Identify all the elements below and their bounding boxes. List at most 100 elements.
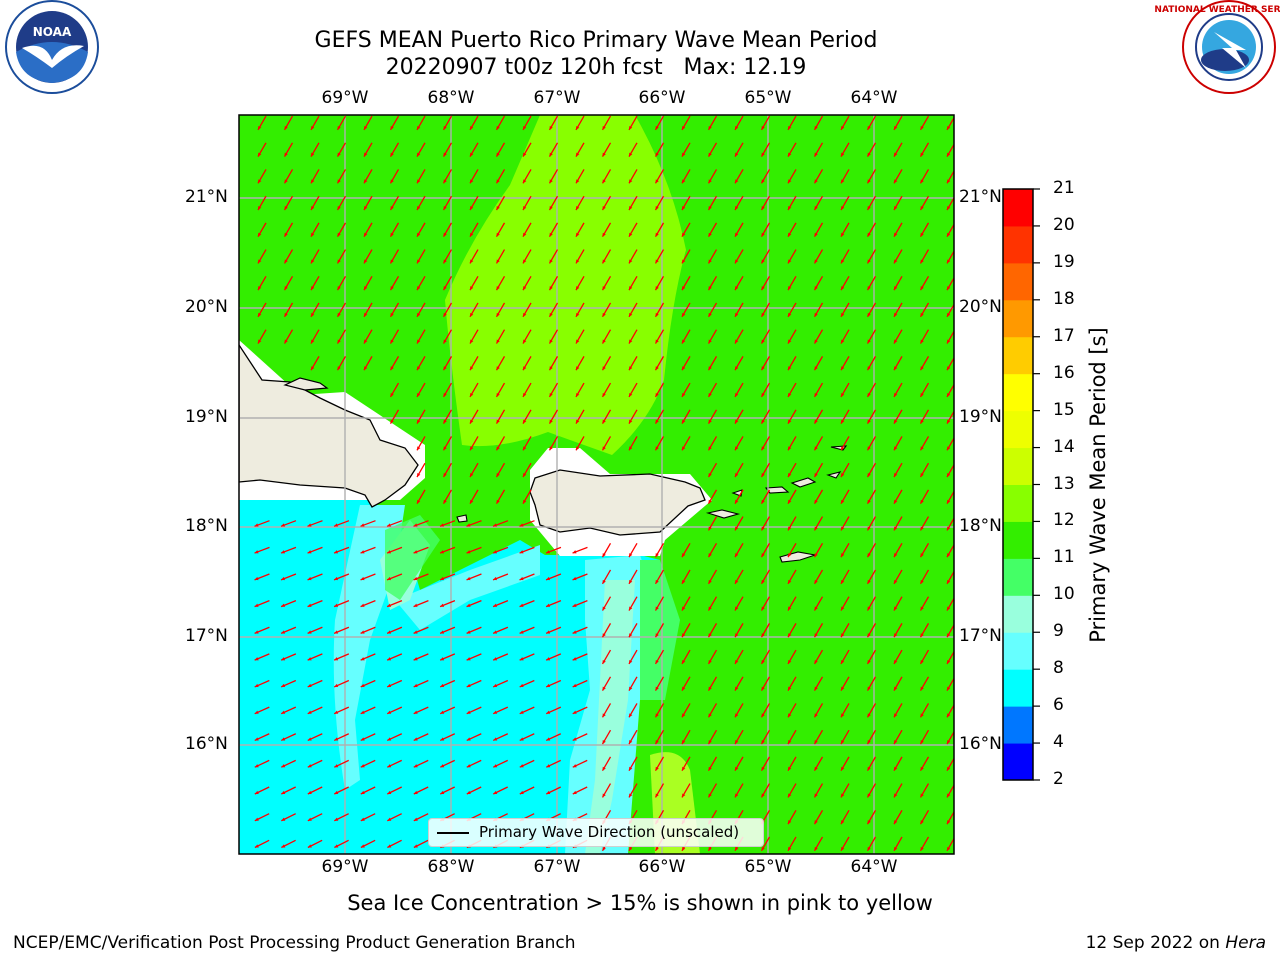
wave-arrow <box>492 706 509 715</box>
colorbar-band <box>1003 484 1033 522</box>
wave-arrow <box>601 409 612 424</box>
colorbar-band <box>1003 743 1033 781</box>
wave-arrow <box>893 569 903 585</box>
wave-arrow <box>363 115 373 131</box>
wave-arrow <box>334 839 349 849</box>
wave-arrow <box>492 520 509 527</box>
wave-arrow <box>548 142 559 157</box>
wave-arrow <box>307 706 323 715</box>
wave-arrow <box>919 489 930 505</box>
wave-arrow <box>522 142 532 157</box>
wave-arrow <box>681 783 691 798</box>
wave-arrow <box>601 275 612 291</box>
wave-arrow <box>495 382 506 398</box>
wave-arrow <box>707 436 718 451</box>
wave-arrow <box>681 703 691 718</box>
wave-arrow <box>519 546 535 554</box>
wave-arrow <box>469 382 479 398</box>
wave-arrow <box>601 195 612 211</box>
wave-arrow <box>813 115 824 131</box>
wave-arrow <box>575 142 585 157</box>
wave-arrow <box>336 356 347 371</box>
wave-arrow <box>787 729 797 745</box>
wave-arrow <box>389 142 400 157</box>
wave-arrow <box>495 356 506 371</box>
wave-arrow <box>416 462 426 478</box>
wave-arrow <box>866 703 877 718</box>
wave-arrow <box>495 222 506 238</box>
wave-arrow <box>813 489 824 505</box>
wave-arrow <box>389 302 400 318</box>
wave-arrow <box>760 516 771 531</box>
wave-arrow <box>628 329 638 344</box>
wave-arrow <box>283 249 294 264</box>
wave-arrow <box>307 573 323 581</box>
wave-arrow <box>840 809 850 825</box>
wave-arrow <box>280 546 297 554</box>
wave-arrow <box>386 626 403 634</box>
colorbar-tick-label: 4 <box>1053 732 1064 753</box>
wave-arrow <box>787 836 797 852</box>
wave-arrow <box>813 356 824 371</box>
wave-arrow <box>495 462 506 478</box>
wave-arrow <box>389 222 400 238</box>
wave-arrow <box>257 249 267 264</box>
wave-arrow <box>840 302 850 318</box>
wave-arrow <box>439 626 456 634</box>
wave-arrow <box>492 546 509 554</box>
colorbar-tick-marks <box>1033 188 1040 781</box>
wave-arrow <box>495 115 506 131</box>
wave-arrow <box>548 195 559 211</box>
wave-arrow <box>363 222 373 238</box>
wave-arrow <box>654 142 665 157</box>
wave-arrow <box>257 329 267 344</box>
wave-arrow <box>519 733 535 742</box>
wave-arrow <box>466 599 482 608</box>
wave-arrow <box>840 783 850 798</box>
wave-arrow <box>681 649 691 665</box>
wave-arrow <box>466 573 482 581</box>
wave-arrow <box>893 275 903 291</box>
wave-arrow <box>416 302 426 318</box>
wave-arrow <box>866 409 877 424</box>
wave-arrow <box>413 839 429 849</box>
wave-arrow <box>413 813 429 822</box>
wave-arrow <box>469 302 479 318</box>
wave-arrow <box>466 786 482 795</box>
wave-arrow <box>416 382 426 398</box>
wave-arrow <box>389 409 400 424</box>
wave-arrow <box>919 809 930 825</box>
wave-arrow <box>760 222 771 238</box>
colorbar-tick-label: 9 <box>1053 621 1064 642</box>
wave-arrow <box>363 356 373 371</box>
wave-arrow <box>866 809 877 825</box>
wave-arrow <box>813 329 824 344</box>
wave-arrow <box>866 836 877 852</box>
wave-arrow <box>548 382 559 398</box>
wave-arrow <box>545 706 562 715</box>
wave-arrow <box>601 623 612 638</box>
wave-arrow <box>681 115 691 131</box>
wave-arrow <box>469 275 479 291</box>
wave-arrow <box>760 169 771 184</box>
wave-arrow <box>813 756 824 772</box>
wave-arrow <box>919 275 930 291</box>
wave-arrow <box>787 329 797 344</box>
lon-label: 65°W <box>744 857 792 877</box>
wave-arrow <box>866 382 877 398</box>
wave-arrow <box>681 275 691 291</box>
wave-arrow <box>840 249 850 264</box>
wave-arrow <box>893 489 903 505</box>
wave-arrow <box>307 839 323 849</box>
wave-arrow <box>654 222 665 238</box>
wave-arrow <box>734 703 744 718</box>
period-band-10-11 <box>385 515 440 600</box>
wave-arrow <box>734 356 744 371</box>
wave-arrow <box>919 569 930 585</box>
wave-arrow <box>866 649 877 665</box>
wave-arrow <box>254 786 270 795</box>
wave-arrow <box>787 676 797 691</box>
wave-arrow <box>840 409 850 424</box>
wave-arrow <box>813 142 824 157</box>
wave-arrow <box>360 759 376 768</box>
